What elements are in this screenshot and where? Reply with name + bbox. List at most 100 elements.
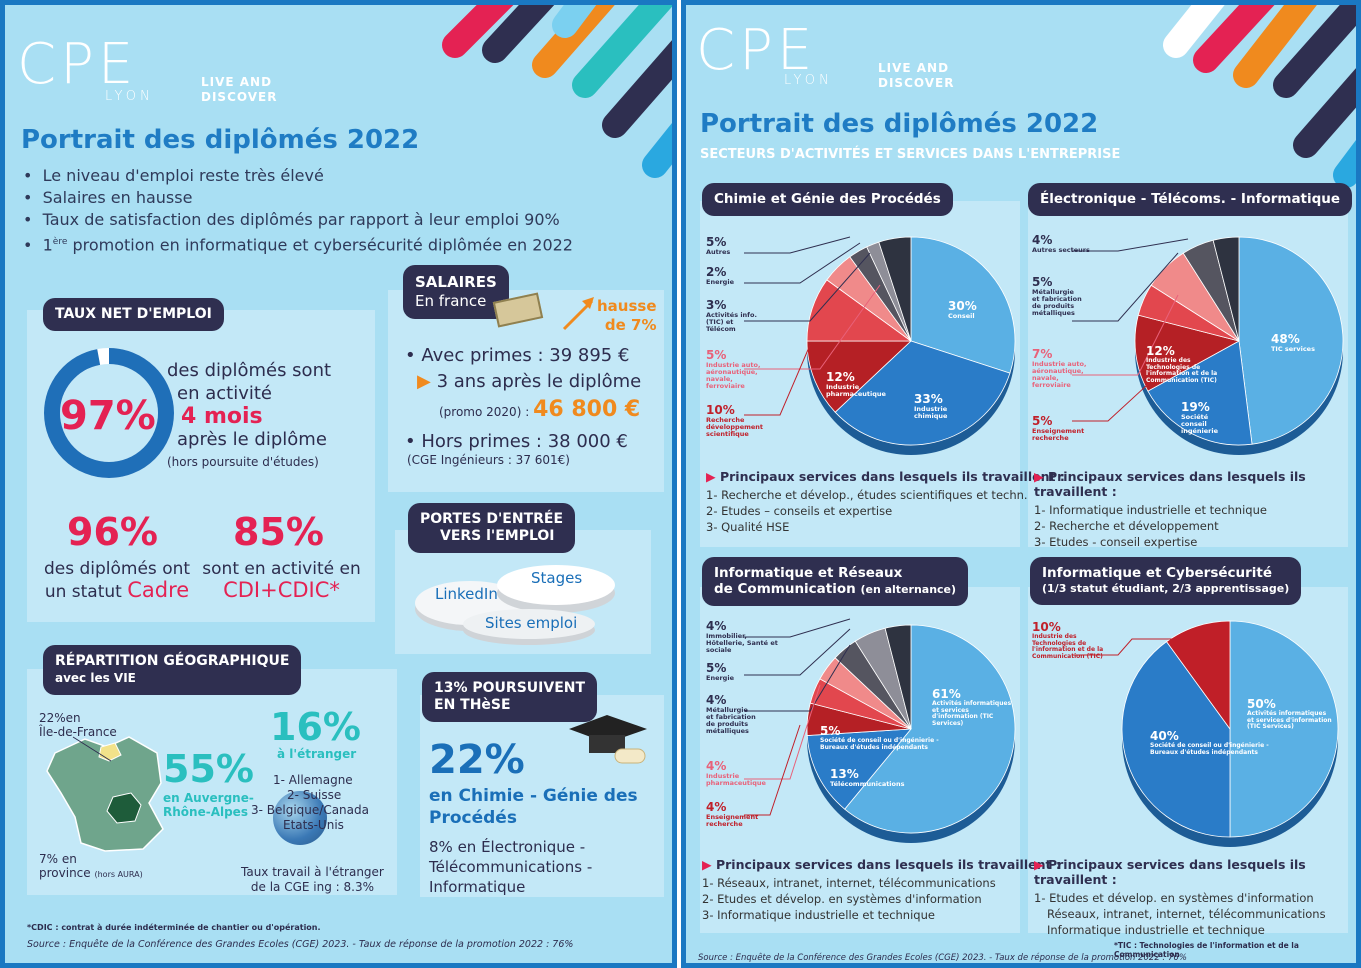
q3-tag: Informatique et Réseaux de Communication… xyxy=(702,557,969,606)
these-tag-line: 13% POURSUIVENT xyxy=(434,680,586,696)
emploi-line: 4 mois xyxy=(181,404,263,429)
emploi-tag: TAUX NET D'EMPLOI xyxy=(43,298,224,331)
hausse-line: de 7% xyxy=(604,316,657,334)
geo-aura-label: en Auvergne- Rhône-Alpes xyxy=(163,791,254,819)
logo-sub: LYON xyxy=(784,73,833,88)
q2-label: 19% Société conseil ingénierie xyxy=(1181,400,1219,435)
geo-tag-line: RÉPARTITION GÉOGRAPHIQUE xyxy=(55,653,290,669)
tagline-line2: DISCOVER xyxy=(201,90,278,104)
right-footnote: *TIC : Technologies de l'information et … xyxy=(1114,941,1299,959)
geo-tag: RÉPARTITION GÉOGRAPHIQUE avec les VIE xyxy=(43,645,302,695)
service-item: 3- Qualité HSE xyxy=(706,520,790,534)
q4-pie-chart xyxy=(1121,620,1339,847)
cdi-pct: 85% xyxy=(233,510,324,554)
q3-leader-lines xyxy=(744,618,851,816)
geo-idf-line: 22%en xyxy=(39,711,81,725)
salaire-hors-primes: • Hors primes : 38 000 € xyxy=(405,431,628,452)
q2-label: 5% Métallurgie et fabrication de produits… xyxy=(1032,275,1082,317)
geo-aura-line: en Auvergne- xyxy=(163,791,254,805)
logo-tagline: LIVE AND DISCOVER xyxy=(201,75,277,105)
q3-label: 4% Immobilier, Hôtellerie, Santé et socia… xyxy=(706,619,778,654)
right-panel: CPE LYON LIVE AND DISCOVER Portrait des … xyxy=(681,0,1361,968)
service-item: 3- Etudes - conseil expertise xyxy=(1034,535,1198,549)
service-item: 1- Réseaux, intranet, internet, télécomm… xyxy=(702,876,996,890)
bullet-item: • Taux de satisfaction des diplômés par … xyxy=(23,210,560,229)
q4-leader-lines xyxy=(1072,638,1178,656)
tagline-line2: DISCOVER xyxy=(878,76,955,90)
q1-services: ▶ Principaux services dans lesquels ils … xyxy=(706,469,1065,534)
these-tag-line: EN THèSE xyxy=(434,697,511,713)
q4-label: 10% Industrie des Technologies de l'infor… xyxy=(1032,620,1104,660)
pie-slice xyxy=(1238,236,1344,445)
service-item: 1- Informatique industrielle et techniqu… xyxy=(1034,503,1267,517)
page-title: Portrait des diplômés 2022 xyxy=(700,109,1099,139)
pie-slice xyxy=(806,340,913,413)
geo-aura-line: Rhône-Alpes xyxy=(163,805,248,819)
q3-label: 4% Métallurgie et fabrication de produits… xyxy=(706,693,756,735)
page-subtitle: SECTEURS D'ACTIVITÉS ET SERVICES DANS L'… xyxy=(700,147,1121,162)
geo-aura-pct: 55% xyxy=(163,747,254,791)
q2-label: 12% Industrie des Technologies de l'infor… xyxy=(1146,344,1218,384)
cdi-highlight: CDI+CDIC* xyxy=(223,578,340,602)
portes-tag-line: VERS l'EMPLOI xyxy=(440,528,555,544)
cadre-highlight: Cadre xyxy=(127,578,190,602)
q2-pie-chart xyxy=(1134,236,1344,455)
these-line: 8% en Électronique - xyxy=(429,838,586,856)
arrow-up-icon xyxy=(562,297,594,331)
portes-sites: Sites emploi xyxy=(485,614,578,632)
cdi-text: sont en activité en CDI+CDIC* xyxy=(199,559,364,601)
pie-slice xyxy=(1229,620,1339,838)
pie-slice xyxy=(834,340,1011,446)
q2-leader-lines xyxy=(1072,238,1189,422)
q1-label: 10% Recherche développement scientifique xyxy=(706,403,764,438)
q3-label: 5% Société de conseil ou d'ingénierie - B… xyxy=(820,724,939,751)
salaires-tag-line: SALAIRES xyxy=(415,273,497,291)
service-item: 1- Recherche et dévelop., études scienti… xyxy=(706,488,1028,502)
q4-tag-line: (1/3 statut étudiant, 2/3 apprentissage) xyxy=(1042,582,1290,595)
these-line: Informatique xyxy=(429,878,526,896)
idf-pointer xyxy=(72,736,112,762)
left-footnote: *CDIC : contrat à durée indéterminée de … xyxy=(27,923,321,932)
cadre-line: un statut xyxy=(44,582,128,602)
emploi-pct: 97% xyxy=(60,393,156,439)
cpe-logo: CPE xyxy=(696,18,817,83)
q3-label: 4% Enseignement recherche xyxy=(706,800,759,828)
tagline-line1: LIVE AND xyxy=(201,75,273,89)
cpe-logo: CPE xyxy=(17,32,138,97)
pie-slice xyxy=(844,624,1016,834)
q1-label: 5% Industrie auto, aéronautique, navale, … xyxy=(706,348,761,390)
q3-services: ▶ Principaux services dans lesquels ils … xyxy=(702,857,1061,922)
q2-label: 7% Industrie auto, aéronautique, navale, … xyxy=(1032,347,1087,389)
q4-label: 50% Activités informatiques et services d… xyxy=(1247,697,1332,730)
q4-services: ▶ Principaux services dans lesquels ils … xyxy=(1034,857,1356,938)
globe-icon xyxy=(273,791,327,845)
geo-idf: 22%en Île-de-France xyxy=(39,711,117,739)
portes-tag-line: PORTES D'ENTRÉE xyxy=(420,511,564,527)
q2-label: 4% Autres secteurs xyxy=(1032,233,1090,254)
service-item: 3- Informatique industrielle et techniqu… xyxy=(702,908,935,922)
service-item: Informatique industrielle et technique xyxy=(1047,923,1265,937)
sites-podium xyxy=(463,609,595,639)
salaires-box xyxy=(388,290,664,492)
emploi-line: (hors poursuite d'études) xyxy=(167,455,319,469)
emploi-ring xyxy=(44,348,174,478)
salaires-tag: SALAIRES En france xyxy=(403,265,509,319)
q1-pie-chart xyxy=(806,236,1016,455)
q1-label: 30% Conseil xyxy=(948,299,977,320)
emploi-line: des diplômés sont xyxy=(167,360,332,381)
country-item: 3- Belgique/Canada xyxy=(251,803,369,817)
q3-label: 4% Industrie pharmaceutique xyxy=(706,759,766,787)
these-pct: 22% xyxy=(429,737,525,783)
portes-tag: PORTES D'ENTRÉE VERS l'EMPLOI xyxy=(408,503,576,553)
pie-slice xyxy=(1134,314,1241,392)
these-line: en Chimie - Génie des xyxy=(429,786,638,806)
service-item: 2- Etudes et dévelop. en systèmes d'info… xyxy=(702,892,982,906)
q3-tag-line: Informatique et Réseaux xyxy=(714,565,903,581)
geo-countries: 1- Allemagne 2- Suisse 3- Belgique/Canad… xyxy=(251,773,369,833)
decorative-stripes xyxy=(442,5,672,178)
pie-slice xyxy=(1165,620,1231,731)
pie-slice xyxy=(1121,641,1231,838)
q1-label: 5% Autres xyxy=(706,235,731,256)
pie-slice xyxy=(910,236,1016,374)
cdi-line: sont en activité en xyxy=(202,559,361,579)
